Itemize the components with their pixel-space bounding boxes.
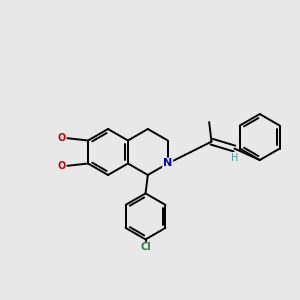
Text: H: H — [231, 152, 238, 163]
Text: O: O — [57, 133, 65, 143]
Text: Cl: Cl — [140, 242, 151, 252]
Text: N: N — [163, 158, 172, 169]
Text: O: O — [57, 161, 65, 171]
